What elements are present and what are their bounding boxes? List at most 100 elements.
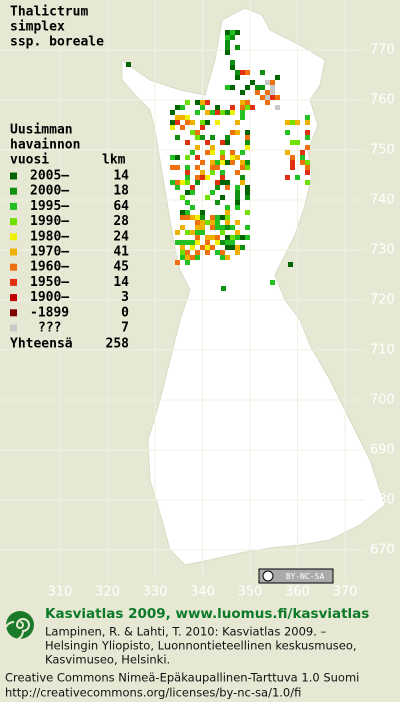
record-square (185, 140, 190, 145)
record-square (235, 230, 240, 235)
record-square (240, 110, 245, 115)
license: http://creativecommons.org/licenses/by-n… (5, 686, 301, 700)
legend-label: 2000– (30, 184, 69, 199)
grid-label: 700 (370, 393, 395, 408)
record-square (225, 255, 230, 260)
legend-count: 41 (113, 245, 129, 260)
record-square (185, 180, 190, 185)
grid-label: 750 (370, 143, 395, 158)
record-square (220, 155, 225, 160)
record-square (275, 95, 280, 100)
record-square (185, 175, 190, 180)
record-square (185, 210, 190, 215)
record-square (215, 180, 220, 185)
record-square (305, 165, 310, 170)
record-square (240, 165, 245, 170)
record-square (285, 175, 290, 180)
record-square (235, 220, 240, 225)
record-square (245, 70, 250, 75)
record-square (180, 245, 185, 250)
record-square (235, 200, 240, 205)
legend-total: 258 (106, 337, 130, 352)
record-square (245, 135, 250, 140)
legend-count: 64 (113, 199, 129, 214)
record-square (288, 262, 293, 267)
record-square (245, 190, 250, 195)
record-square (195, 250, 200, 255)
record-square (205, 220, 210, 225)
record-square (175, 260, 180, 265)
grid-label: 690 (370, 443, 395, 458)
legend-count: 0 (121, 305, 129, 320)
record-square (235, 120, 240, 125)
record-square (195, 155, 200, 160)
record-square (200, 230, 205, 235)
record-square (180, 195, 185, 200)
record-square (190, 230, 195, 235)
legend-count: 14 (113, 169, 129, 184)
record-square (240, 245, 245, 250)
record-square (225, 135, 230, 140)
record-square (220, 150, 225, 155)
record-square (195, 230, 200, 235)
record-square (245, 195, 250, 200)
record-square (185, 200, 190, 205)
legend-label: 1995– (30, 199, 69, 214)
record-square (185, 240, 190, 245)
record-square (210, 190, 215, 195)
record-square (180, 215, 185, 220)
record-square (205, 100, 210, 105)
record-square (230, 240, 235, 245)
legend-swatch (10, 202, 17, 210)
record-square (240, 105, 245, 110)
record-square (185, 215, 190, 220)
title: Thalictrum (10, 5, 88, 20)
record-square (305, 180, 310, 185)
record-square (245, 140, 250, 145)
record-square (195, 130, 200, 135)
record-square (175, 155, 180, 160)
legend-heading: lkm (102, 153, 126, 168)
record-square (235, 130, 240, 135)
record-square (215, 250, 220, 255)
record-square (195, 225, 200, 230)
record-square (220, 140, 225, 145)
record-square (290, 155, 295, 160)
record-square (190, 185, 195, 190)
legend-count: 3 (121, 290, 129, 305)
license: Creative Commons Nimeä-Epäkaupallinen-Ta… (5, 671, 359, 685)
record-square (230, 65, 235, 70)
record-square (235, 205, 240, 210)
record-square (200, 120, 205, 125)
record-square (240, 150, 245, 155)
record-square (210, 170, 215, 175)
record-square (245, 130, 250, 135)
record-square (300, 160, 305, 165)
grid-label: 670 (370, 543, 395, 558)
record-square (290, 120, 295, 125)
record-square (225, 50, 230, 55)
record-square (225, 210, 230, 215)
record-square (205, 110, 210, 115)
record-square (215, 215, 220, 220)
grid-label: 680 (370, 493, 395, 508)
record-square (185, 190, 190, 195)
grid-label: 760 (370, 93, 395, 108)
record-square (220, 225, 225, 230)
legend-count: 7 (121, 321, 129, 336)
record-square (265, 100, 270, 105)
record-square (175, 240, 180, 245)
record-square (240, 115, 245, 120)
record-square (180, 240, 185, 245)
record-square (210, 165, 215, 170)
record-square (230, 235, 235, 240)
record-square (185, 250, 190, 255)
footer-headline: Kasviatlas 2009, www.luomus.fi/kasviatla… (45, 606, 369, 622)
record-square (235, 155, 240, 160)
record-square (225, 180, 230, 185)
record-square (225, 245, 230, 250)
record-square (245, 100, 250, 105)
record-square (195, 135, 200, 140)
record-square (220, 255, 225, 260)
